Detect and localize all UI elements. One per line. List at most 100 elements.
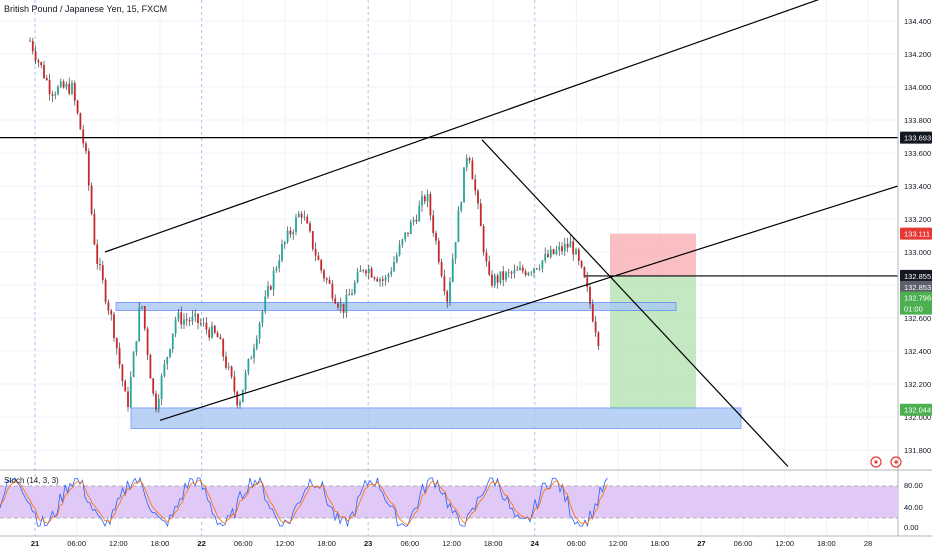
candle-down <box>577 249 580 261</box>
candle-down <box>477 190 479 204</box>
candle-down <box>149 354 152 379</box>
candle-down <box>323 270 325 279</box>
candle-up <box>533 268 535 273</box>
candle-down <box>180 312 183 325</box>
candle-down <box>82 129 85 144</box>
stoch-tick: 80.00 <box>904 481 923 490</box>
time-axis[interactable]: 21 06:00 12:00 18:00 22 06:00 12:00 18:00 23 06:0… <box>31 539 872 548</box>
candle-up <box>191 316 194 322</box>
candle-up <box>261 311 264 324</box>
price-badge-label: 132.855 <box>904 272 931 281</box>
time-tick: 28 <box>864 539 872 548</box>
candle-down <box>87 151 90 186</box>
candle-up <box>351 293 353 296</box>
candle-down <box>48 79 51 95</box>
candle-down <box>236 391 239 406</box>
time-tick: 06:00 <box>67 539 86 548</box>
candle-up <box>569 241 572 248</box>
candle-down <box>233 376 236 392</box>
candle-down <box>309 223 311 232</box>
candle-up <box>404 232 407 240</box>
target-icon[interactable] <box>890 456 902 468</box>
candle-up <box>297 213 300 218</box>
candle-up <box>211 325 213 338</box>
candle-up <box>303 216 306 218</box>
candle-down <box>440 262 443 277</box>
candle-down <box>152 378 155 394</box>
candle-down <box>43 65 45 79</box>
alert-icon[interactable] <box>870 456 882 468</box>
candle-down <box>306 216 309 224</box>
candle-up <box>183 319 185 325</box>
stoch-label[interactable]: Stoch (14, 3, 3) <box>4 476 59 485</box>
candle-up <box>59 81 62 87</box>
candle-up <box>418 205 421 222</box>
candle-down <box>429 194 432 216</box>
candle-down <box>566 243 569 248</box>
candle-down <box>561 246 563 252</box>
candle-up <box>239 402 241 406</box>
candle-down <box>29 40 31 42</box>
candle-down <box>85 143 87 152</box>
candle-down <box>342 303 345 313</box>
candle-up <box>194 313 197 317</box>
candle-up <box>558 246 561 251</box>
candle-down <box>373 277 376 279</box>
candle-down <box>37 60 40 63</box>
candle-up <box>65 83 68 88</box>
zones <box>115 233 742 429</box>
price-badges: 133.693 133.111 132.855 132.853 132.796 01:00… <box>900 131 932 416</box>
candle-down <box>76 100 79 114</box>
candle-down <box>381 279 384 281</box>
candle-down <box>591 304 594 322</box>
candle-down <box>155 393 157 410</box>
time-tick: 12:00 <box>109 539 128 548</box>
trendlines <box>0 0 899 467</box>
price-badge <box>900 291 932 304</box>
price-tick: 132.400 <box>904 347 931 356</box>
candle-down <box>376 278 379 282</box>
candle-down <box>219 337 222 340</box>
price-tick: 133.200 <box>904 215 931 224</box>
candle-up <box>171 333 174 349</box>
candle-down <box>185 319 188 321</box>
candle-up <box>132 352 135 378</box>
candle-up <box>451 258 454 282</box>
candle-down <box>502 271 505 280</box>
channel-upper-line <box>104 0 820 253</box>
price-axis[interactable]: 134.400 134.200 134.000 133.800 133.600 133.4… <box>904 17 931 455</box>
descending-trendline <box>481 139 789 467</box>
candle-down <box>491 274 493 286</box>
candle-up <box>454 242 457 259</box>
candle-down <box>115 338 118 349</box>
candle-up <box>169 348 171 358</box>
candle-down <box>45 78 48 80</box>
candle-up <box>493 275 496 286</box>
candle-down <box>348 294 351 296</box>
price-badge-label: 01:00 <box>904 305 923 314</box>
candle-up <box>379 279 381 282</box>
candle-down <box>580 260 583 268</box>
candle-up <box>575 249 577 255</box>
candle-down <box>317 255 320 260</box>
candle-down <box>485 252 488 262</box>
price-badge-label: 132.853 <box>904 283 931 292</box>
price-badge-label: 133.111 <box>904 230 930 239</box>
candle-up <box>460 202 463 211</box>
price-badge <box>900 403 932 416</box>
candle-down <box>572 241 575 255</box>
candle-down <box>586 277 589 287</box>
time-tick: 06:00 <box>734 539 753 548</box>
price-badge-label: 133.693 <box>904 134 931 143</box>
price-tick: 134.000 <box>904 83 931 92</box>
stoch-d-line <box>0 479 608 526</box>
take-profit-zone <box>610 275 696 410</box>
time-tick: 18:00 <box>817 539 836 548</box>
price-tick: 132.600 <box>904 314 931 323</box>
candle-up <box>398 244 401 256</box>
candle-up <box>272 270 275 290</box>
price-badge <box>900 269 932 282</box>
candle-up <box>258 323 261 339</box>
candle-up <box>253 348 255 359</box>
